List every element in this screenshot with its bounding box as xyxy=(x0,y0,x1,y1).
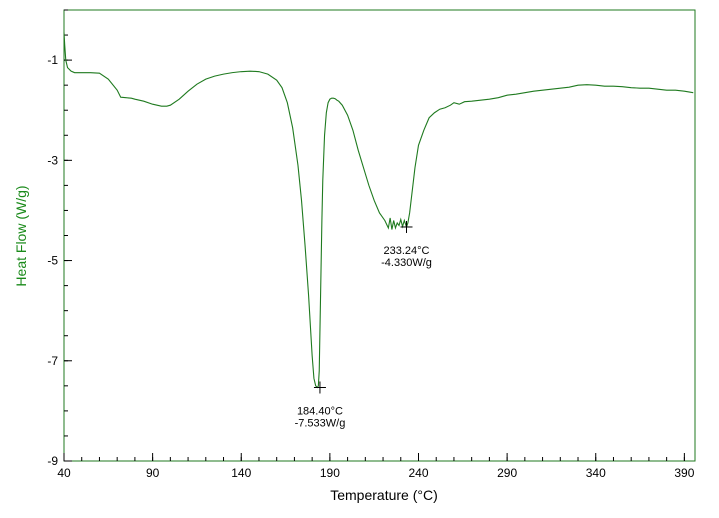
y-tick-label: -9 xyxy=(47,454,58,468)
heat-flow-series-line xyxy=(63,32,694,389)
x-tick-label: 40 xyxy=(57,466,71,480)
x-tick-label: 340 xyxy=(586,466,606,480)
peak-temp-label: 184.40°C xyxy=(297,405,343,417)
y-axis-ticks: -1 -3 -5 -7 -9 xyxy=(47,53,72,468)
peak-heatflow-label: -7.533W/g xyxy=(295,417,346,429)
x-axis-title: Temperature (°C) xyxy=(330,487,438,503)
plot-frame xyxy=(63,9,696,462)
y-axis-title: Heat Flow (W/g) xyxy=(13,185,29,286)
x-tick-label: 140 xyxy=(231,466,251,480)
x-tick-label: 390 xyxy=(674,466,694,480)
peak-temp-label: 233.24°C xyxy=(384,245,430,257)
x-axis-ticks: 40 90 140 190 240 290 340 390 xyxy=(57,453,695,480)
x-tick-label: 240 xyxy=(408,466,428,480)
y-tick-label: -5 xyxy=(47,254,58,268)
y-tick-label: -1 xyxy=(47,53,58,67)
x-tick-label: 290 xyxy=(497,466,517,480)
y-tick-label: -7 xyxy=(47,354,58,368)
peak-heatflow-label: -4.330W/g xyxy=(381,257,432,269)
y-tick-label: -3 xyxy=(47,153,58,167)
x-tick-label: 90 xyxy=(146,466,160,480)
x-tick-label: 190 xyxy=(320,466,340,480)
peak-annotations: 184.40°C-7.533W/g 233.24°C-4.330W/g xyxy=(295,220,432,429)
minor-ticks xyxy=(63,9,685,462)
